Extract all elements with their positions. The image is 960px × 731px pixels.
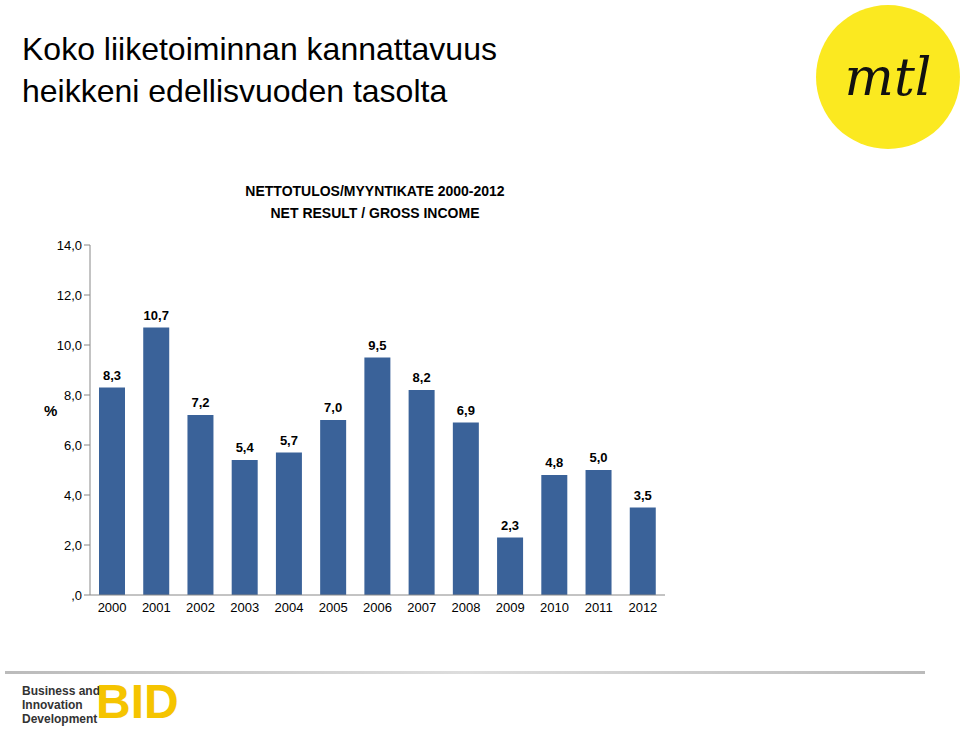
svg-text:5,4: 5,4	[236, 440, 255, 455]
svg-text:2004: 2004	[275, 600, 304, 615]
svg-text:2012: 2012	[628, 600, 657, 615]
svg-text:2007: 2007	[407, 600, 436, 615]
svg-text:6,9: 6,9	[457, 403, 475, 418]
svg-text:5,7: 5,7	[280, 433, 298, 448]
html-text:BID: BID	[96, 675, 179, 728]
svg-text:14,0: 14,0	[57, 238, 82, 253]
svg-text:5,0: 5,0	[589, 450, 607, 465]
svg-text:9,5: 9,5	[368, 338, 386, 353]
svg-text:,0: ,0	[71, 588, 82, 603]
svg-text:2006: 2006	[363, 600, 392, 615]
svg-text:4,0: 4,0	[64, 488, 82, 503]
svg-text:12,0: 12,0	[57, 288, 82, 303]
svg-text:2003: 2003	[230, 600, 259, 615]
svg-text:6,0: 6,0	[64, 438, 82, 453]
svg-text:8,0: 8,0	[64, 388, 82, 403]
svg-text:4,8: 4,8	[545, 455, 563, 470]
html-text:Koko liiketoiminnan kannattavu: Koko liiketoiminnan kannattavuus	[22, 31, 497, 67]
svg-text:2010: 2010	[540, 600, 569, 615]
svg-text:8,2: 8,2	[413, 370, 431, 385]
svg-text:7,0: 7,0	[324, 400, 342, 415]
svg-text:3,5: 3,5	[634, 488, 652, 503]
svg-text:2,0: 2,0	[64, 538, 82, 553]
svg-text:8,3: 8,3	[103, 368, 121, 383]
html-text:Development: Development	[22, 712, 98, 726]
svg-text:2008: 2008	[452, 600, 481, 615]
html-text:Business and: Business and	[22, 684, 100, 698]
html-text:NETTOTULOS/MYYNTIKATE 2000-201: NETTOTULOS/MYYNTIKATE 2000-2012	[245, 183, 505, 199]
svg-text:7,2: 7,2	[191, 395, 209, 410]
svg-text:10,0: 10,0	[57, 338, 82, 353]
svg-text:10,7: 10,7	[144, 308, 169, 323]
html-text:Innovation: Innovation	[22, 698, 83, 712]
svg-text:2009: 2009	[496, 600, 525, 615]
svg-text:2011: 2011	[585, 600, 613, 615]
html-text:heikkeni edellisvuoden tasolta: heikkeni edellisvuoden tasolta	[22, 73, 448, 109]
svg-text:2,3: 2,3	[501, 518, 519, 533]
svg-text:2002: 2002	[186, 600, 215, 615]
svg-text:2005: 2005	[319, 600, 348, 615]
svg-text:2001: 2001	[142, 600, 171, 615]
html-text:mtl: mtl	[844, 47, 932, 107]
svg-text:2000: 2000	[98, 600, 127, 615]
html-text:NET RESULT / GROSS INCOME: NET RESULT / GROSS INCOME	[270, 205, 480, 221]
